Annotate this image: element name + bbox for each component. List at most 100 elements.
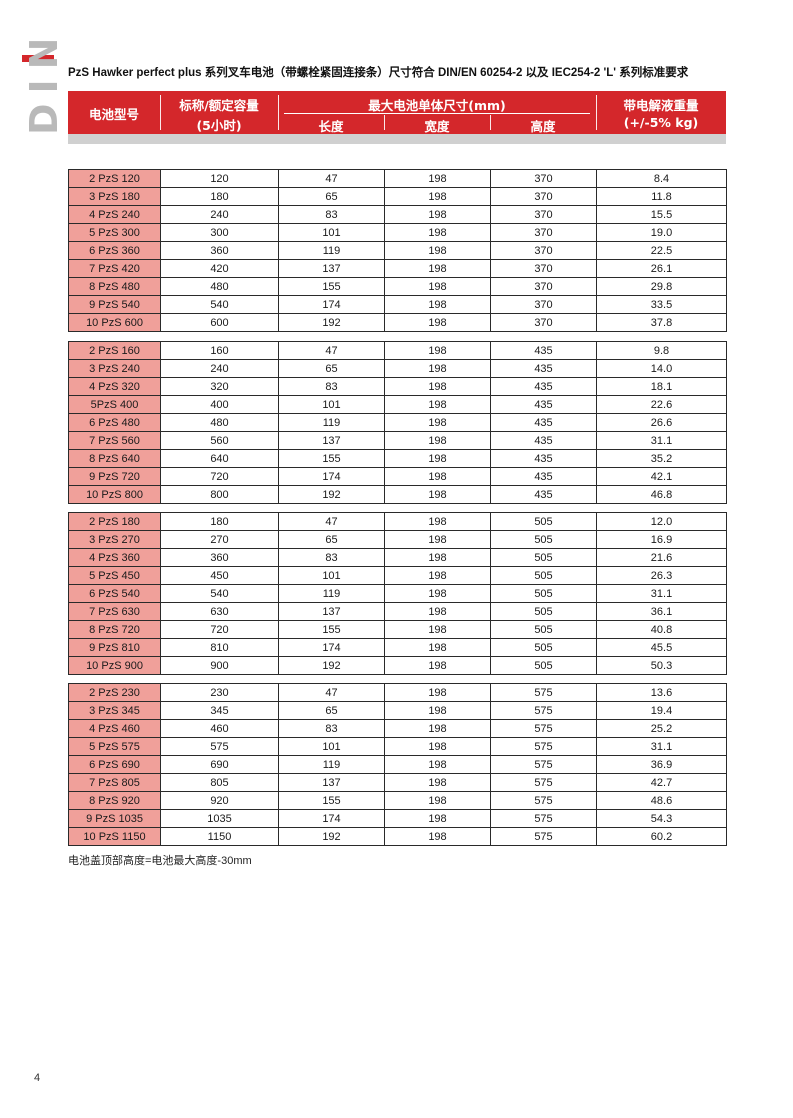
model-cell: 5 PzS 450 [68,566,161,585]
model-cell: 5 PzS 300 [68,223,161,242]
length-cell: 65 [278,701,385,720]
width-cell: 198 [384,241,491,260]
height-cell: 370 [490,313,597,332]
capacity-cell: 575 [160,737,279,756]
weight-cell: 42.1 [596,467,727,486]
length-cell: 155 [278,791,385,810]
length-cell: 83 [278,205,385,224]
capacity-cell: 560 [160,431,279,450]
capacity-cell: 630 [160,602,279,621]
width-cell: 198 [384,413,491,432]
width-cell: 198 [384,791,491,810]
spec-group: 2 PzS 230 230 47 198 575 13.6 3 PzS 345 345 65 19… [68,683,727,846]
header-capacity-line2: (5小时) [196,118,242,133]
length-cell: 65 [278,530,385,549]
capacity-cell: 720 [160,620,279,639]
table-row: 9 PzS 540 540 174 198 370 33.5 [68,295,727,314]
table-row: 6 PzS 540 540 119 198 505 31.1 [68,584,727,603]
capacity-cell: 240 [160,205,279,224]
length-cell: 101 [278,737,385,756]
width-cell: 198 [384,205,491,224]
width-cell: 198 [384,755,491,774]
model-cell: 4 PzS 240 [68,205,161,224]
model-cell: 4 PzS 320 [68,377,161,396]
weight-cell: 31.1 [596,737,727,756]
height-cell: 505 [490,620,597,639]
model-cell: 3 PzS 270 [68,530,161,549]
height-cell: 370 [490,277,597,296]
capacity-cell: 800 [160,485,279,504]
page-number: 4 [34,1072,41,1084]
width-cell: 198 [384,548,491,567]
width-cell: 198 [384,530,491,549]
height-cell: 575 [490,791,597,810]
width-cell: 198 [384,277,491,296]
table-row: 7 PzS 805 805 137 198 575 42.7 [68,773,727,792]
width-cell: 198 [384,341,491,360]
model-cell: 8 PzS 480 [68,277,161,296]
model-cell: 4 PzS 460 [68,719,161,738]
width-cell: 198 [384,431,491,450]
width-cell: 198 [384,620,491,639]
model-cell: 3 PzS 180 [68,187,161,206]
model-cell: 8 PzS 640 [68,449,161,468]
width-cell: 198 [384,313,491,332]
length-cell: 47 [278,341,385,360]
weight-cell: 8.4 [596,169,727,188]
width-cell: 198 [384,737,491,756]
capacity-cell: 920 [160,791,279,810]
model-cell: 6 PzS 540 [68,584,161,603]
width-cell: 198 [384,223,491,242]
capacity-cell: 480 [160,413,279,432]
height-cell: 575 [490,737,597,756]
width-cell: 198 [384,656,491,675]
length-cell: 47 [278,512,385,531]
model-cell: 6 PzS 360 [68,241,161,260]
height-cell: 370 [490,241,597,260]
length-cell: 101 [278,566,385,585]
weight-cell: 26.6 [596,413,727,432]
capacity-cell: 180 [160,512,279,531]
width-cell: 198 [384,602,491,621]
model-cell: 10 PzS 900 [68,656,161,675]
model-cell: 6 PzS 690 [68,755,161,774]
table-row: 3 PzS 270 270 65 198 505 16.9 [68,530,727,549]
table-row: 8 PzS 720 720 155 198 505 40.8 [68,620,727,639]
length-cell: 137 [278,431,385,450]
height-cell: 505 [490,512,597,531]
table-row: 4 PzS 460 460 83 198 575 25.2 [68,719,727,738]
width-cell: 198 [384,809,491,828]
height-cell: 505 [490,584,597,603]
height-cell: 370 [490,259,597,278]
weight-cell: 40.8 [596,620,727,639]
weight-cell: 25.2 [596,719,727,738]
model-cell: 2 PzS 230 [68,683,161,702]
model-cell: 8 PzS 720 [68,620,161,639]
capacity-cell: 540 [160,584,279,603]
capacity-cell: 720 [160,467,279,486]
table-row: 6 PzS 480 480 119 198 435 26.6 [68,413,727,432]
table-row: 8 PzS 640 640 155 198 435 35.2 [68,449,727,468]
model-cell: 9 PzS 810 [68,638,161,657]
length-cell: 47 [278,683,385,702]
length-cell: 47 [278,169,385,188]
model-cell: 9 PzS 1035 [68,809,161,828]
weight-cell: 19.4 [596,701,727,720]
capacity-cell: 540 [160,295,279,314]
capacity-cell: 320 [160,377,279,396]
weight-cell: 37.8 [596,313,727,332]
length-cell: 155 [278,620,385,639]
length-cell: 119 [278,755,385,774]
page-title: PzS Hawker perfect plus 系列叉车电池（带螺栓紧固连接条）… [68,67,689,79]
height-cell: 370 [490,187,597,206]
model-cell: 2 PzS 180 [68,512,161,531]
height-cell: 575 [490,701,597,720]
header-capacity-line1: 标称/额定容量 [179,98,259,113]
spec-group: 2 PzS 160 160 47 198 435 9.8 3 PzS 240 240 65 198… [68,341,727,504]
height-cell: 435 [490,395,597,414]
table-row: 8 PzS 920 920 155 198 575 48.6 [68,791,727,810]
weight-cell: 31.1 [596,584,727,603]
length-cell: 119 [278,584,385,603]
height-cell: 435 [490,413,597,432]
width-cell: 198 [384,187,491,206]
